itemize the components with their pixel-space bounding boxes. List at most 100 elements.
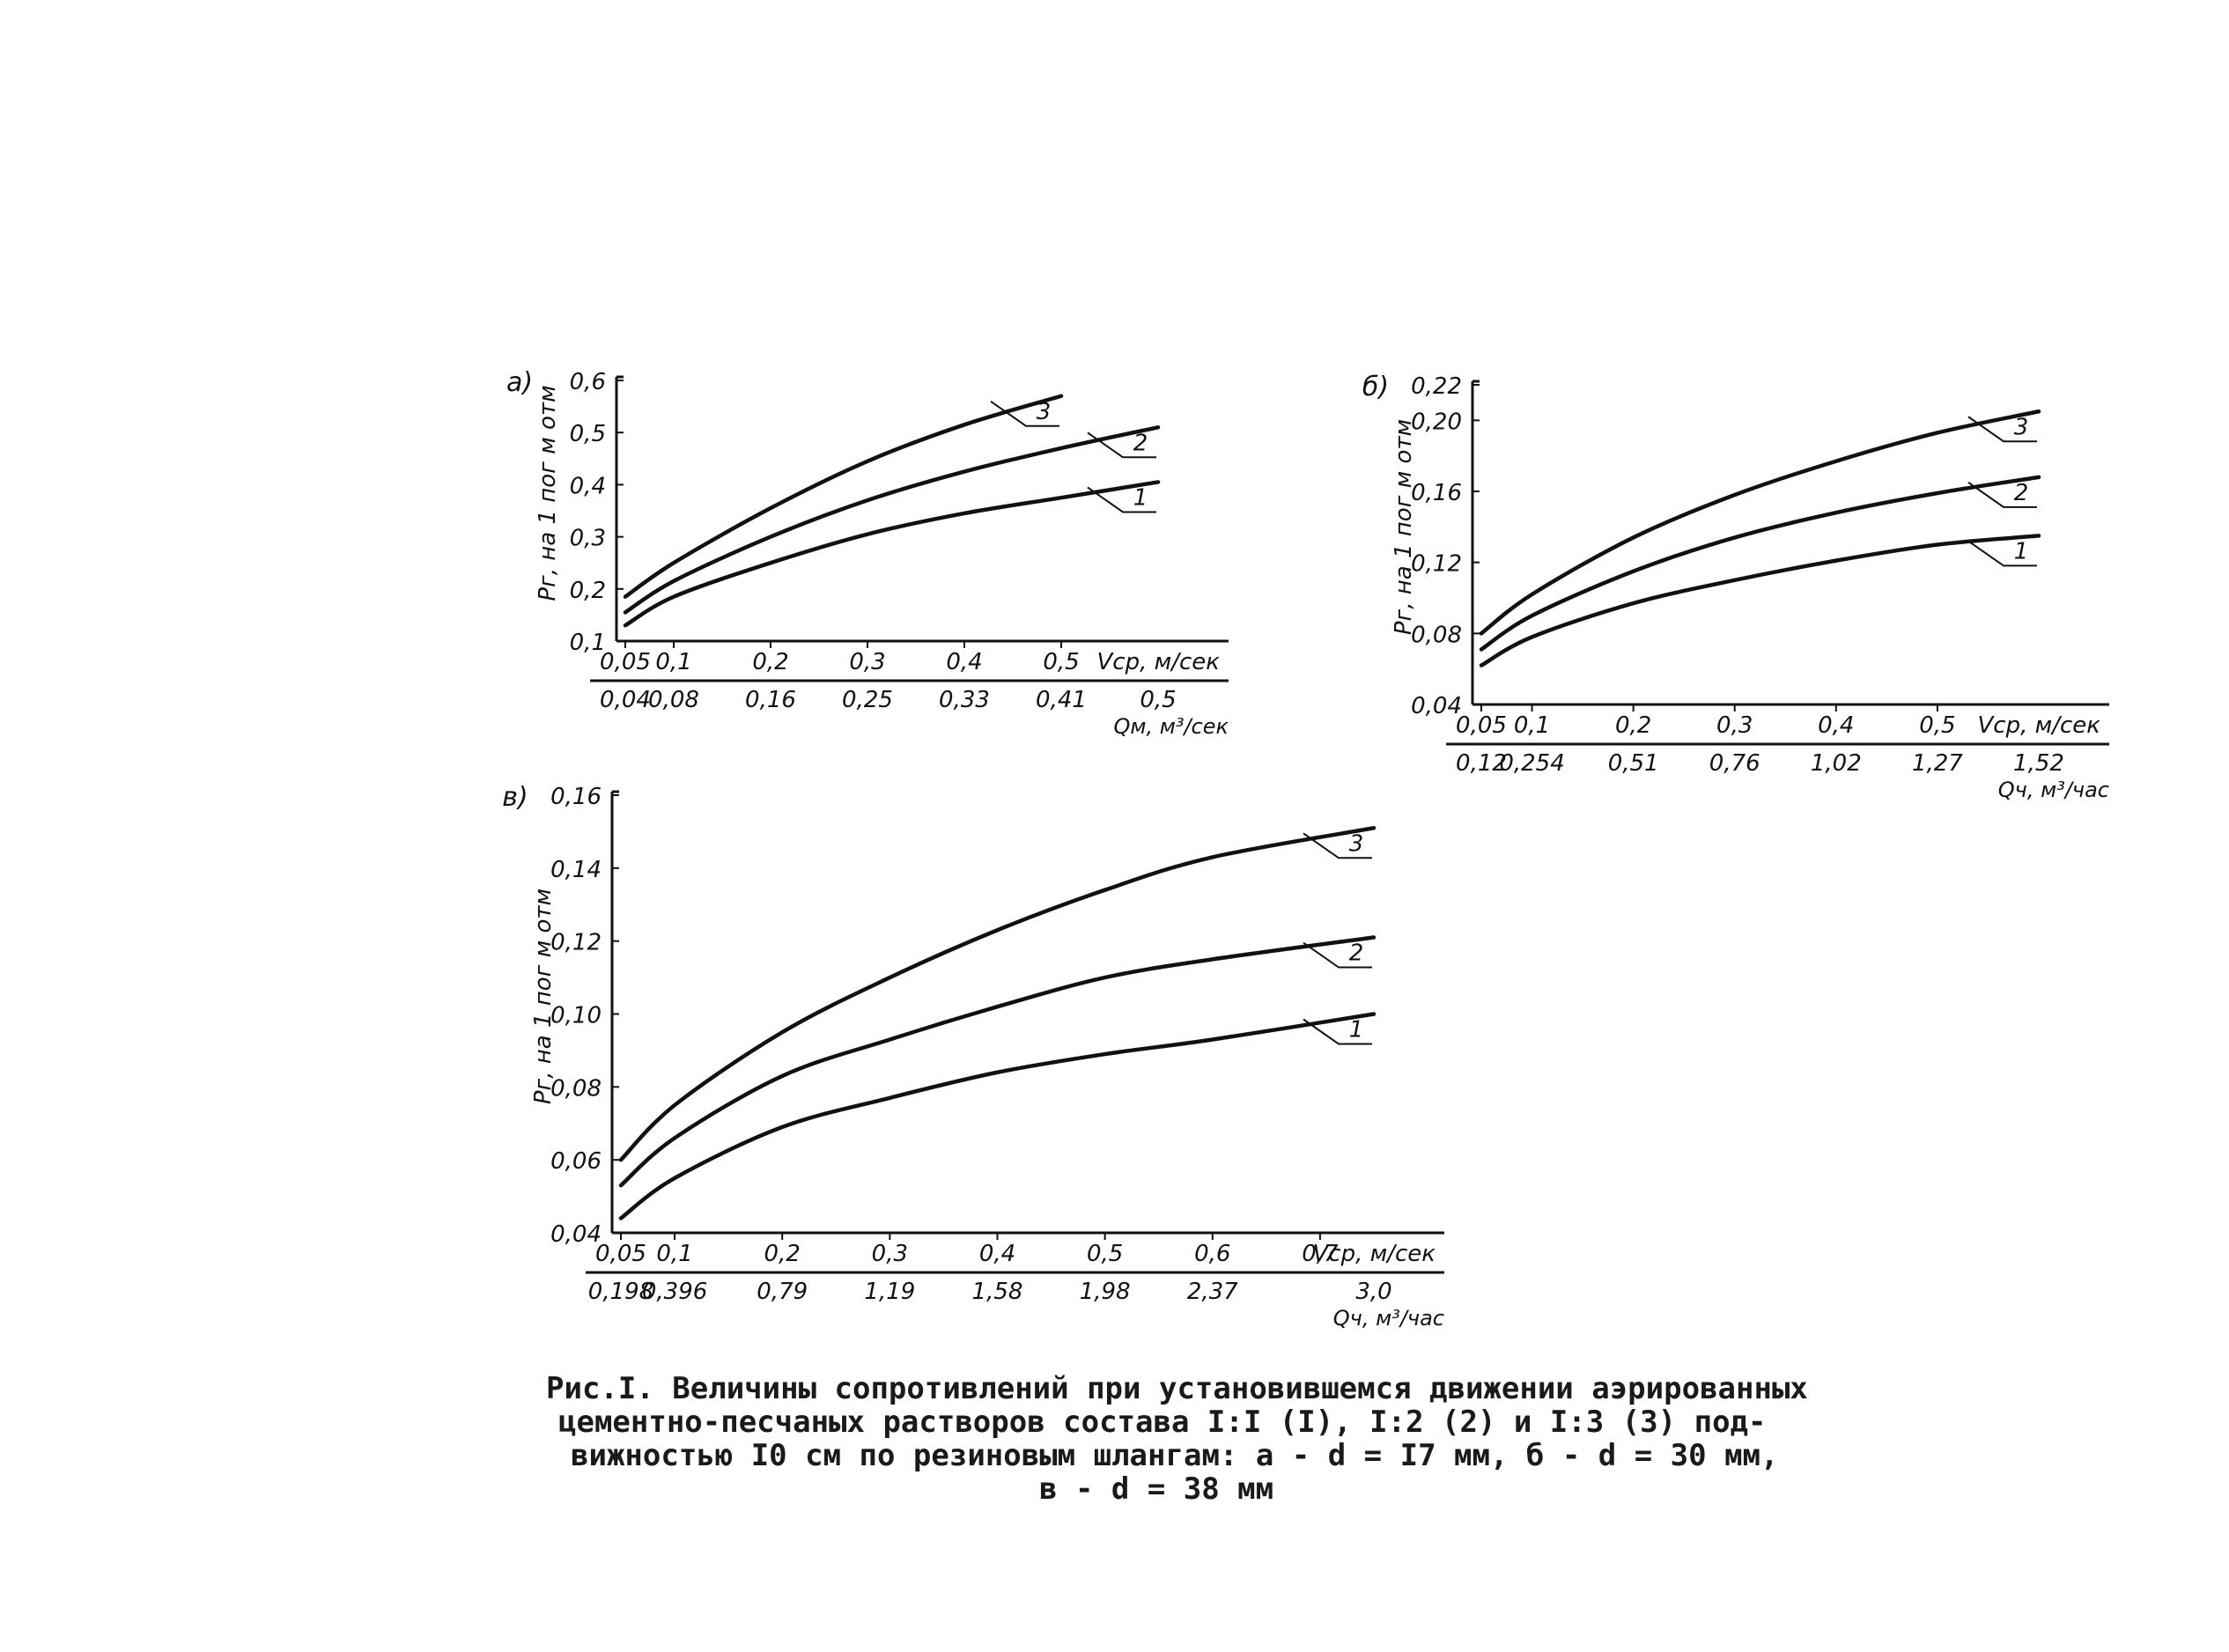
x2-axis-label: Qч, м³/час <box>1998 778 2109 802</box>
x2-tick-label: 1,19 <box>864 1279 915 1305</box>
panel-label: а) <box>506 367 533 398</box>
x2-tick-label: 3,0 <box>1355 1279 1391 1305</box>
y-tick-label: 0,6 <box>570 369 606 395</box>
caption-line: Рис.I. Величины сопротивлений при устано… <box>546 1371 1808 1406</box>
x2-tick-label: 1,58 <box>972 1279 1023 1305</box>
series-label: 2 <box>2014 480 2029 506</box>
x2-tick-label: 1,02 <box>1811 750 1862 777</box>
x-tick-label: 0,3 <box>1716 712 1753 739</box>
y-tick-label: 0,16 <box>1411 480 1462 506</box>
x-tick-label: 0,5 <box>1919 712 1955 739</box>
x2-tick-label: 1,27 <box>1912 750 1963 777</box>
x-tick-label: 0,4 <box>1818 712 1854 739</box>
series-leader-line <box>1967 540 2037 567</box>
caption-line: в - d = 38 мм <box>1039 1471 1274 1507</box>
y-tick-label: 0,3 <box>570 526 606 552</box>
series-label: 1 <box>1133 484 1148 511</box>
x2-tick-label: 0,33 <box>939 687 990 713</box>
y-tick-label: 0,16 <box>550 784 602 810</box>
x-tick-label: 0,2 <box>764 1241 801 1267</box>
y-tick-label: 0,12 <box>550 930 602 956</box>
x-tick-label: 0,05 <box>595 1241 646 1267</box>
x2-axis-label: Qч, м³/час <box>1333 1306 1444 1331</box>
chart-panel-a: 0,1 0,2 0,3 0,4 0,5 0,6 0,05 0,1 0,2 0,3 0,4 0,5 0,0… <box>506 367 1229 739</box>
series-leader-line <box>990 400 1059 427</box>
series-label: 1 <box>2014 538 2029 564</box>
series-leader-line <box>1303 832 1372 859</box>
series-leader-line <box>1303 1018 1372 1045</box>
y-tick-label: 0,04 <box>1411 693 1462 719</box>
series-label: 3 <box>1037 399 1052 425</box>
x-tick-label: 0,5 <box>1043 649 1079 675</box>
x-tick-label: 0,2 <box>752 649 788 675</box>
x-tick-label: 0,1 <box>1514 712 1550 739</box>
x-tick-label: 0,05 <box>600 649 651 675</box>
caption-line: вижностью I0 см по резиновым шлангам: а … <box>571 1438 1779 1473</box>
series-label: 2 <box>1349 940 1364 967</box>
x2-tick-label: 0,12 <box>1456 750 1507 777</box>
y-tick-label: 0,22 <box>1411 373 1462 400</box>
x2-axis-label: Qм, м³/сек <box>1113 714 1229 739</box>
x-tick-label: 0,1 <box>656 1241 692 1267</box>
x2-tick-label: 0,5 <box>1140 687 1176 713</box>
y-tick-label: 0,1 <box>570 630 606 656</box>
y-tick-label: 0,2 <box>570 578 606 604</box>
x-axis-label: Vср, м/сек <box>1978 712 2101 739</box>
x-tick-label: 0,4 <box>979 1241 1015 1267</box>
y-tick-label: 0,12 <box>1411 551 1462 578</box>
x-tick-label: 0,6 <box>1194 1241 1230 1267</box>
x2-tick-label: 0,254 <box>1499 750 1564 777</box>
y-axis-label: Рг, на 1 пог м отм <box>1391 419 1417 635</box>
chart-panel-b: 0,04 0,08 0,12 0,16 0,20 0,22 0,05 0,1 0,2 0,3 0,4… <box>1362 372 2109 802</box>
series-label: 3 <box>1349 830 1364 857</box>
series-line-3 <box>623 394 1064 599</box>
series-line-3 <box>618 826 1377 1162</box>
series-line-2 <box>1479 475 2041 652</box>
x2-tick-label: 0,79 <box>757 1279 808 1305</box>
y-tick-label: 0,08 <box>550 1075 602 1102</box>
x-tick-label: 0,7 <box>1302 1241 1339 1267</box>
series-leader-line <box>1967 482 2037 508</box>
x2-tick-label: 0,51 <box>1608 750 1659 777</box>
x2-tick-label: 1,52 <box>2013 750 2064 777</box>
panel-label: б) <box>1362 372 1389 402</box>
y-tick-label: 0,4 <box>570 473 606 499</box>
x2-tick-label: 0,41 <box>1036 687 1087 713</box>
y-tick-label: 0,04 <box>550 1221 602 1248</box>
series-line-2 <box>618 935 1377 1188</box>
x2-tick-label: 0,25 <box>842 687 893 713</box>
x2-tick-label: 0,08 <box>648 687 699 713</box>
x2-tick-label: 0,04 <box>600 687 651 713</box>
series-label: 3 <box>2014 414 2029 440</box>
series-leader-line <box>1303 941 1372 969</box>
series-line-3 <box>1479 409 2041 636</box>
series-leader-line <box>1087 431 1156 459</box>
series-line-1 <box>623 480 1161 628</box>
series-label: 2 <box>1133 430 1148 456</box>
caption-line: цементно-песчаных растворов состава I:I … <box>558 1405 1767 1440</box>
x2-tick-label: 0,16 <box>745 687 796 713</box>
series-line-2 <box>623 425 1161 615</box>
y-tick-label: 0,06 <box>550 1148 602 1175</box>
x2-tick-label: 0,396 <box>642 1279 707 1305</box>
x-tick-label: 0,05 <box>1456 712 1507 739</box>
y-axis-label: Рг, на 1 пог м отм <box>535 385 561 601</box>
series-leader-line <box>1967 416 2037 443</box>
series-leader-line <box>1087 486 1156 513</box>
y-tick-label: 0,5 <box>570 421 606 447</box>
x-tick-label: 0,2 <box>1615 712 1651 739</box>
x2-tick-label: 1,98 <box>1080 1279 1131 1305</box>
x2-tick-label: 2,37 <box>1187 1279 1238 1305</box>
x-tick-label: 0,3 <box>872 1241 908 1267</box>
x-axis-label: Vср, м/сек <box>1097 649 1221 675</box>
y-tick-label: 0,10 <box>550 1003 602 1029</box>
x-tick-label: 0,1 <box>655 649 691 675</box>
chart-panel-c: 0,04 0,06 0,08 0,10 0,12 0,14 0,16 0,05 0,1 0,2 0,… <box>502 782 1444 1331</box>
x-tick-label: 0,4 <box>946 649 982 675</box>
y-tick-label: 0,14 <box>550 857 602 883</box>
x2-tick-label: 0,76 <box>1709 750 1760 777</box>
x-tick-label: 0,5 <box>1087 1241 1123 1267</box>
x-tick-label: 0,3 <box>849 649 885 675</box>
series-label: 1 <box>1349 1017 1364 1044</box>
